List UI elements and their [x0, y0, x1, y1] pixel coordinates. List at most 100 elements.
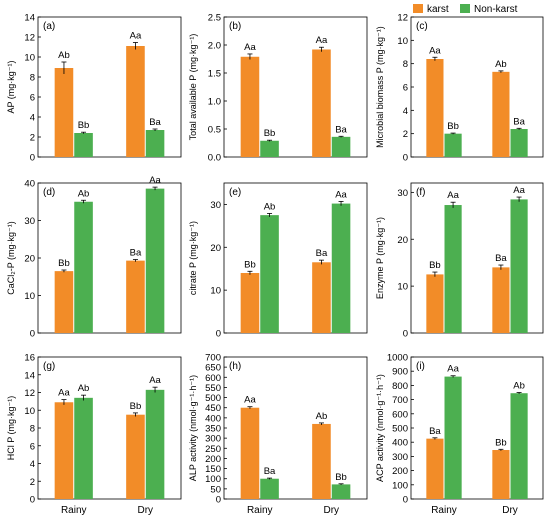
y-tick-label: 700	[392, 395, 408, 406]
panel-label: (b)	[229, 21, 241, 32]
y-axis-label: ACP activity (nmol·g⁻¹·h⁻¹)	[375, 374, 385, 482]
bar-non-karst-dry	[510, 199, 528, 333]
x-tick-label: Dry	[323, 505, 339, 516]
y-tick-label: 12	[397, 13, 408, 24]
x-tick-label: Rainy	[431, 505, 457, 516]
y-tick-label: 1000	[387, 353, 408, 364]
significance-label: Aa	[149, 175, 161, 186]
y-axis-label: Microbial biomass P (mg·kg⁻¹)	[375, 26, 385, 148]
y-tick-label: 14	[24, 13, 35, 24]
y-tick-label: 20	[210, 243, 221, 254]
y-axis-label: citrate P (mg·kg⁻¹)	[188, 221, 198, 295]
panel-label: (c)	[416, 21, 428, 32]
panel-e: 0 10 20 30 citrate P (mg·kg⁻¹) (e) Bb Ab Ba Aa	[188, 182, 368, 340]
y-tick-label: 10	[397, 282, 408, 293]
plot-frame	[410, 182, 544, 334]
x-tick-label: Rainy	[247, 505, 273, 516]
x-tick-label: Rainy	[61, 505, 87, 516]
y-tick-label: 10	[24, 53, 35, 64]
y-tick-label: 0	[30, 495, 35, 506]
bar-karst-rainy	[240, 56, 260, 158]
y-tick-label: 400	[392, 438, 408, 449]
y-tick-label: 10	[24, 406, 35, 417]
significance-label: Aa	[513, 185, 525, 196]
significance-label: Ab	[316, 411, 328, 422]
bar-karst-rainy	[240, 407, 260, 499]
y-tick-label: 2	[403, 129, 408, 140]
bar-karst-dry	[492, 267, 510, 333]
bar-karst-rainy	[54, 68, 74, 157]
significance-label: Ab	[495, 59, 507, 70]
y-tick-label: 0	[403, 495, 408, 506]
significance-label: Bb	[78, 120, 90, 131]
plot-frame	[37, 16, 182, 158]
bar-karst-dry	[126, 414, 145, 499]
panel-f: 0 10 20 30 Enzyme P (mg·kg⁻¹) (f) Bb Aa Ba Aa	[375, 182, 544, 340]
bar-non-karst-rainy	[74, 133, 93, 157]
y-tick-label: 10	[24, 291, 35, 302]
bar-karst-dry	[492, 450, 510, 499]
y-tick-label: 10	[397, 36, 408, 47]
y-tick-label: 0.5	[208, 125, 221, 136]
bar-karst-dry	[312, 49, 331, 158]
y-tick-label: 4	[30, 113, 35, 124]
y-tick-label: 650	[205, 363, 221, 374]
significance-label: Ab	[78, 188, 90, 199]
y-axis-label: Enzyme P (mg·kg⁻¹)	[375, 217, 385, 299]
y-tick-label: 600	[392, 409, 408, 420]
bar-non-karst-rainy	[444, 133, 462, 157]
y-tick-label: 300	[205, 434, 221, 445]
significance-label: Aa	[447, 190, 459, 201]
significance-label: Ab	[264, 201, 276, 212]
significance-label: Aa	[130, 31, 142, 42]
y-tick-label: 0.0	[208, 153, 221, 164]
bar-non-karst-dry	[510, 129, 528, 157]
y-tick-label: 2	[30, 133, 35, 144]
legend-karst-swatch	[413, 4, 423, 13]
y-tick-label: 14	[24, 370, 35, 381]
panel-d: 0 10 20 30 40 CaCl₂-P (mg·kg⁻¹) (d) Bb Ab Ba Aa	[6, 175, 182, 340]
bar-non-karst-dry	[145, 130, 165, 157]
bar-non-karst-dry	[145, 188, 165, 333]
y-tick-label: 350	[205, 424, 221, 435]
y-tick-label: 50	[210, 484, 221, 495]
significance-label: Ba	[335, 124, 347, 135]
panel-label: (d)	[43, 187, 55, 198]
significance-label: Bb	[264, 128, 276, 139]
y-tick-label: 10	[210, 286, 221, 297]
bar-non-karst-dry	[510, 393, 528, 499]
bar-non-karst-rainy	[260, 140, 279, 157]
y-tick-label: 150	[205, 464, 221, 475]
bar-karst-rainy	[54, 402, 74, 499]
bar-non-karst-rainy	[74, 397, 93, 499]
y-tick-label: 500	[392, 424, 408, 435]
y-tick-label: 4	[30, 459, 35, 470]
x-tick-label: Dry	[137, 505, 153, 516]
y-tick-label: 250	[205, 444, 221, 455]
y-tick-label: 0	[30, 329, 35, 340]
y-tick-label: 200	[205, 454, 221, 465]
panel-g: 0 2 4 6 8 10 12 14 16 HCl P (mg·kg⁻¹) (g) Aa Ab Rainy…	[6, 353, 182, 516]
y-tick-label: 8	[30, 424, 35, 435]
bar-non-karst-rainy	[260, 215, 279, 333]
significance-label: Aa	[316, 35, 328, 46]
y-tick-label: 30	[210, 200, 221, 211]
y-tick-label: 8	[30, 73, 35, 84]
y-axis-label: Total available P (mg·kg⁻¹)	[188, 34, 198, 141]
y-tick-label: 550	[205, 383, 221, 394]
y-tick-label: 6	[30, 93, 35, 104]
y-tick-label: 300	[392, 452, 408, 463]
panel-label: (f)	[416, 187, 425, 198]
significance-label: Ba	[149, 117, 161, 128]
y-tick-label: 1.5	[208, 69, 221, 80]
y-tick-label: 20	[397, 235, 408, 246]
panel-b: 0.0 0.5 1.0 1.5 2.0 2.5 Total available P (mg·…	[188, 13, 368, 164]
bar-non-karst-dry	[145, 389, 165, 499]
y-tick-label: 450	[205, 403, 221, 414]
panel-label: (e)	[229, 187, 241, 198]
significance-label: Bb	[495, 437, 507, 448]
bar-karst-dry	[492, 71, 510, 157]
significance-label: Ba	[495, 253, 507, 264]
